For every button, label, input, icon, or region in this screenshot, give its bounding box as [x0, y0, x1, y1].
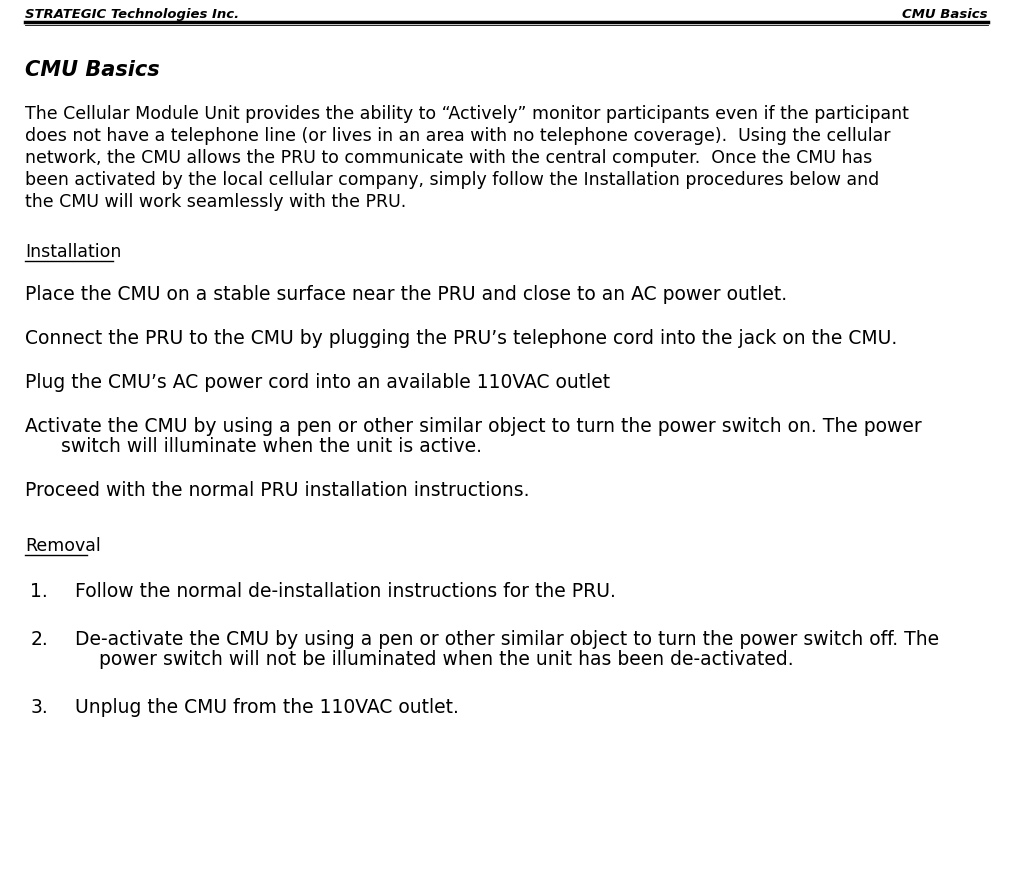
Text: Activate the CMU by using a pen or other similar object to turn the power switch: Activate the CMU by using a pen or other…: [25, 417, 922, 436]
Text: CMU Basics: CMU Basics: [903, 8, 988, 21]
Text: Connect the PRU to the CMU by plugging the PRU’s telephone cord into the jack on: Connect the PRU to the CMU by plugging t…: [25, 329, 898, 348]
Text: Place the CMU on a stable surface near the PRU and close to an AC power outlet.: Place the CMU on a stable surface near t…: [25, 285, 787, 304]
Text: 3.: 3.: [30, 698, 48, 717]
Text: does not have a telephone line (or lives in an area with no telephone coverage).: does not have a telephone line (or lives…: [25, 127, 890, 145]
Text: Unplug the CMU from the 110VAC outlet.: Unplug the CMU from the 110VAC outlet.: [75, 698, 459, 717]
Text: Installation: Installation: [25, 243, 122, 261]
Text: STRATEGIC Technologies Inc.: STRATEGIC Technologies Inc.: [25, 8, 239, 21]
Text: 2.: 2.: [30, 630, 48, 649]
Text: switch will illuminate when the unit is active.: switch will illuminate when the unit is …: [25, 437, 482, 456]
Text: network, the CMU allows the PRU to communicate with the central computer.  Once : network, the CMU allows the PRU to commu…: [25, 149, 872, 167]
Text: 1.: 1.: [30, 582, 48, 601]
Text: Follow the normal de-installation instructions for the PRU.: Follow the normal de-installation instru…: [75, 582, 616, 601]
Text: Proceed with the normal PRU installation instructions.: Proceed with the normal PRU installation…: [25, 481, 530, 500]
Text: The Cellular Module Unit provides the ability to “Actively” monitor participants: The Cellular Module Unit provides the ab…: [25, 105, 910, 123]
Text: De-activate the CMU by using a pen or other similar object to turn the power swi: De-activate the CMU by using a pen or ot…: [75, 630, 939, 649]
Text: power switch will not be illuminated when the unit has been de-activated.: power switch will not be illuminated whe…: [75, 650, 794, 669]
Text: CMU Basics: CMU Basics: [25, 60, 160, 80]
Text: been activated by the local cellular company, simply follow the Installation pro: been activated by the local cellular com…: [25, 171, 879, 189]
Text: Removal: Removal: [25, 537, 101, 555]
Text: the CMU will work seamlessly with the PRU.: the CMU will work seamlessly with the PR…: [25, 193, 406, 211]
Text: Plug the CMU’s AC power cord into an available 110VAC outlet: Plug the CMU’s AC power cord into an ava…: [25, 373, 611, 392]
